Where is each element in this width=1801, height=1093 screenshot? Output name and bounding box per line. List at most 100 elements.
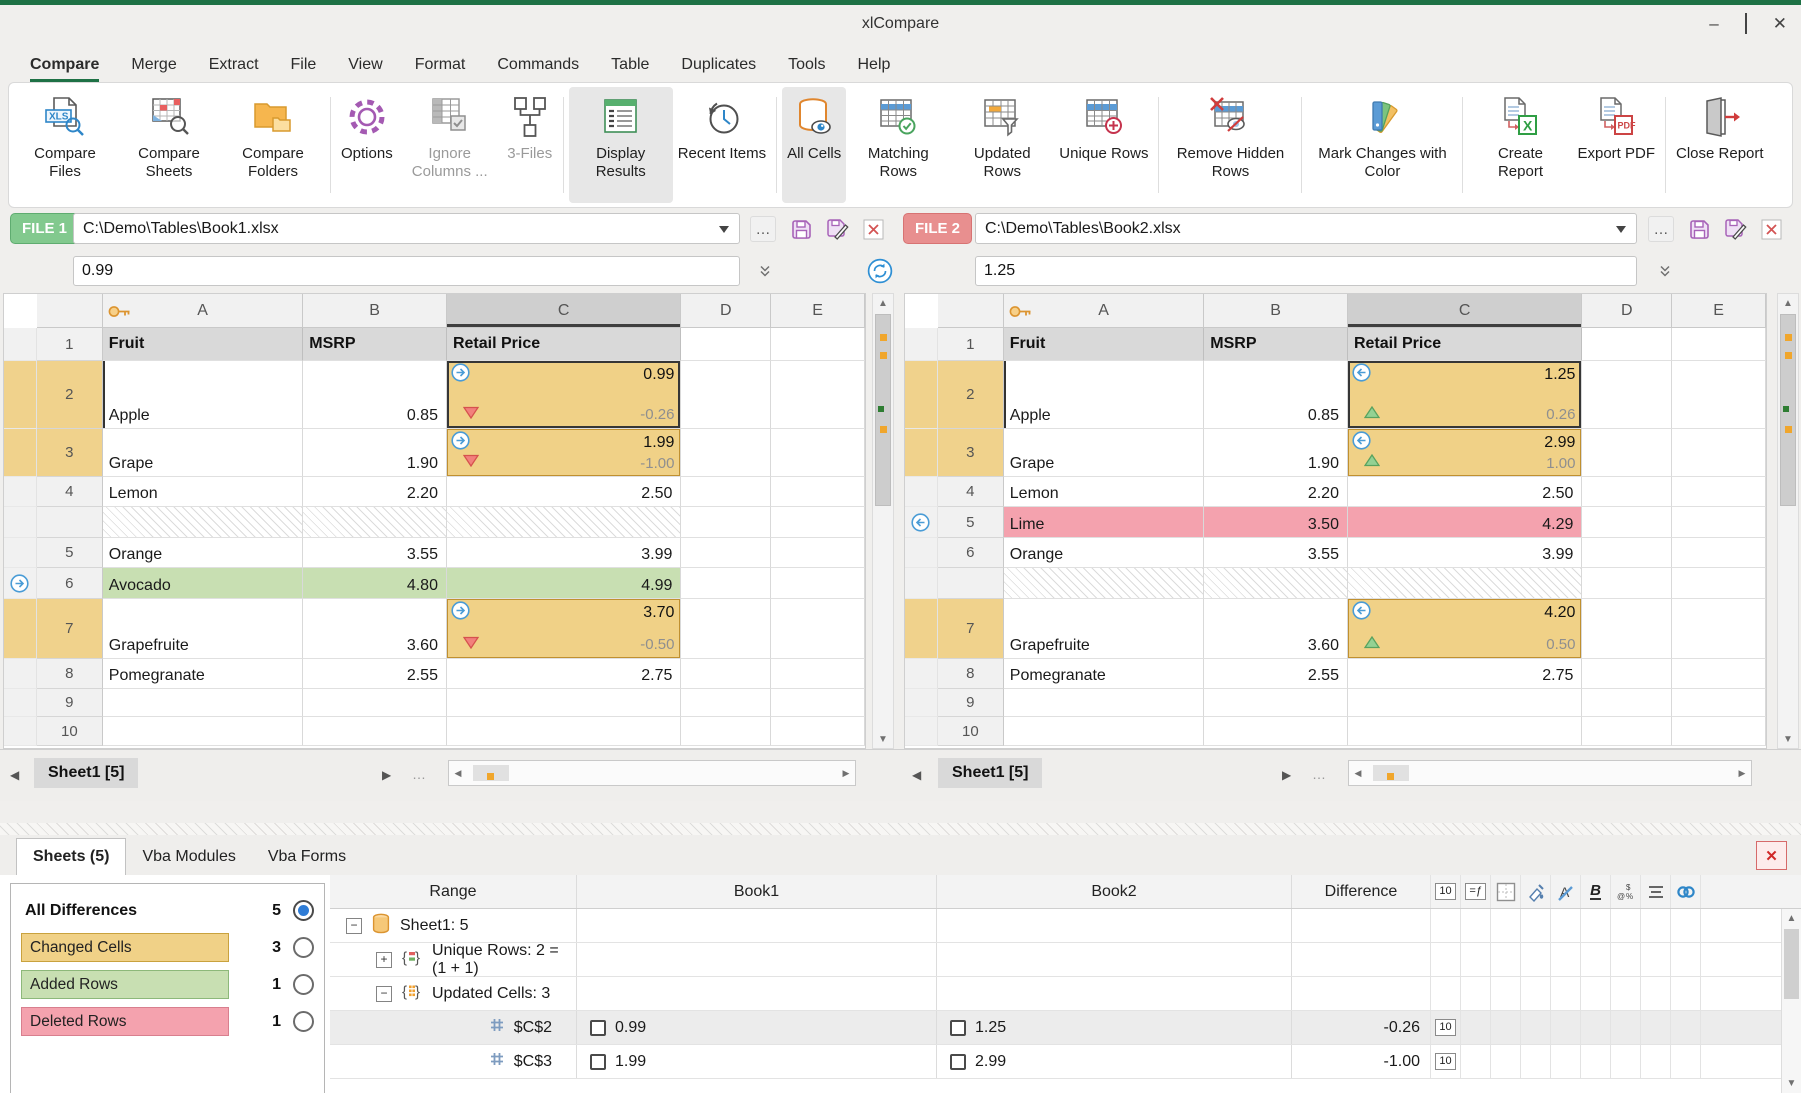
mark-changes-with-color-button[interactable]: Mark Changes with Color (1307, 87, 1457, 203)
cell-b5-deleted[interactable]: 3.50 (1204, 507, 1348, 538)
cell-d2[interactable] (1582, 361, 1673, 429)
cell-b5[interactable]: 3.55 (303, 538, 447, 568)
deleted-rows-radio[interactable] (293, 1011, 314, 1032)
scroll-up-icon[interactable]: ▲ (1783, 297, 1793, 309)
cell-b1[interactable]: MSRP (303, 328, 447, 361)
row-header[interactable]: 6 (36, 568, 103, 599)
cell-b6-added[interactable]: 4.80 (303, 568, 447, 599)
col-range[interactable]: Range (429, 882, 477, 900)
cell-e7[interactable] (771, 599, 865, 659)
cell-e9[interactable] (1672, 689, 1766, 717)
merge-checkbox-book1[interactable] (590, 1019, 606, 1036)
cell-a8[interactable]: Pomegranate (1003, 659, 1205, 689)
sheet-tab-right[interactable]: Sheet1 [5] (938, 758, 1043, 788)
format-number-icon[interactable]: 10 (1430, 875, 1460, 908)
row-header[interactable]: 9 (36, 689, 103, 717)
row-header[interactable]: 4 (937, 477, 1004, 507)
cell-c7-changed[interactable]: 3.70 -0.50 (446, 599, 682, 659)
copy-row-left-button[interactable] (905, 507, 938, 538)
cell-d6[interactable] (1582, 538, 1673, 568)
scroll-right-icon[interactable]: ▶ (842, 767, 850, 778)
row-header[interactable]: 1 (36, 328, 103, 361)
font-color-icon[interactable]: A (1550, 875, 1580, 908)
cell-a9[interactable] (1003, 689, 1205, 717)
cell-a7[interactable]: Grapefruite (102, 599, 304, 659)
row-header[interactable]: 5 (937, 507, 1004, 538)
close-report-button[interactable]: Close Report (1671, 87, 1769, 203)
close-panel-button[interactable]: ✕ (1756, 841, 1787, 870)
cell-a10[interactable] (102, 717, 304, 746)
added-rows-radio[interactable] (293, 974, 314, 995)
cell-value-input-left[interactable] (73, 256, 740, 286)
cell-d5[interactable] (681, 538, 772, 568)
file1-browse-button[interactable]: … (750, 216, 776, 242)
cell-d6[interactable] (681, 568, 772, 599)
left-grid-hscrollbar[interactable]: ◀ ▶ (448, 760, 856, 786)
file1-path-combobox[interactable]: C:\Demo\Tables\Book1.xlsx (73, 213, 740, 244)
sheet-tabs-left-icon[interactable]: ◀ (10, 768, 20, 782)
cell-b8[interactable]: 2.55 (303, 659, 447, 689)
cell-c1[interactable]: Retail Price (446, 328, 682, 361)
scroll-down-icon[interactable]: ▼ (878, 733, 888, 745)
cell[interactable] (681, 507, 772, 538)
cell-e2[interactable] (1672, 361, 1766, 429)
chevron-down-icon[interactable] (719, 226, 729, 238)
scroll-down-icon[interactable]: ▼ (1786, 1078, 1797, 1089)
row-header[interactable]: 8 (937, 659, 1004, 689)
cell-d3[interactable] (681, 429, 772, 477)
cell[interactable] (1582, 568, 1673, 599)
cell-d8[interactable] (1582, 659, 1673, 689)
all-cells-button[interactable]: All Cells (782, 87, 847, 203)
maximize-button[interactable] (1744, 13, 1747, 35)
cell-c3-changed[interactable]: 2.99 1.00 (1347, 429, 1583, 477)
merge-checkbox-book2[interactable] (950, 1053, 966, 1070)
scroll-up-icon[interactable]: ▲ (1786, 913, 1797, 924)
file1-save-icon[interactable] (788, 216, 814, 242)
row-header[interactable]: 2 (937, 361, 1004, 429)
cell-c4[interactable]: 2.50 (1347, 477, 1583, 507)
cell-e10[interactable] (1672, 717, 1766, 746)
arrow-left-circle-icon[interactable] (1352, 430, 1371, 455)
cell-a5-deleted[interactable]: Lime (1003, 507, 1205, 538)
cell-e6[interactable] (771, 568, 865, 599)
cell-c2-changed[interactable]: 1.25 0.26 (1347, 361, 1583, 429)
tree-row-unique-rows[interactable]: + {} Unique Rows: 2 = (1 + 1) (330, 942, 1801, 977)
cell-c8[interactable]: 2.75 (1347, 659, 1583, 689)
select-all-corner[interactable] (36, 294, 103, 328)
all-differences-radio[interactable] (293, 900, 314, 921)
formula-icon[interactable]: =ƒ (1460, 875, 1490, 908)
cell-a6-added[interactable]: Avocado (102, 568, 304, 599)
recent-items-button[interactable]: Recent Items (673, 87, 771, 203)
cell-e4[interactable] (1672, 477, 1766, 507)
sync-icon[interactable] (867, 258, 893, 284)
cell-c4[interactable]: 2.50 (446, 477, 682, 507)
menu-help[interactable]: Help (857, 56, 891, 73)
col-book2[interactable]: Book2 (936, 875, 1291, 908)
column-header-d[interactable]: D (681, 294, 772, 328)
right-grid-scrollbar[interactable]: ▲ ▼ (1777, 293, 1799, 749)
cell-a7[interactable]: Grapefruite (1003, 599, 1205, 659)
column-header-e[interactable]: E (1672, 294, 1766, 328)
tree-row-sheet[interactable]: − Sheet1: 5 (330, 909, 1801, 943)
cell-b3[interactable]: 1.90 (1204, 429, 1348, 477)
row-header[interactable]: 7 (937, 599, 1004, 659)
scrollbar-thumb[interactable] (1784, 929, 1799, 999)
cell-d1[interactable] (1582, 328, 1673, 361)
row-header[interactable]: 2 (36, 361, 103, 429)
minimize-button[interactable]: – (1709, 14, 1719, 33)
cell-a2[interactable]: Apple (1003, 361, 1205, 429)
compare-files-button[interactable]: XLS Compare Files (13, 87, 117, 203)
menu-extract[interactable]: Extract (208, 56, 259, 73)
cell-b7[interactable]: 3.60 (1204, 599, 1348, 659)
column-header-b[interactable]: B (1204, 294, 1348, 328)
cell-d2[interactable] (681, 361, 772, 429)
cell-c2-changed[interactable]: 0.99 -0.26 (446, 361, 682, 429)
compare-folders-button[interactable]: Compare Folders (221, 87, 325, 203)
cell-b2[interactable]: 0.85 (1204, 361, 1348, 429)
cell-b6[interactable]: 3.55 (1204, 538, 1348, 568)
menu-merge[interactable]: Merge (131, 56, 177, 73)
tab-vba-forms[interactable]: Vba Forms (267, 848, 347, 865)
menu-duplicates[interactable]: Duplicates (681, 56, 757, 73)
cell[interactable] (1672, 568, 1766, 599)
column-header-c[interactable]: C (1347, 294, 1583, 328)
